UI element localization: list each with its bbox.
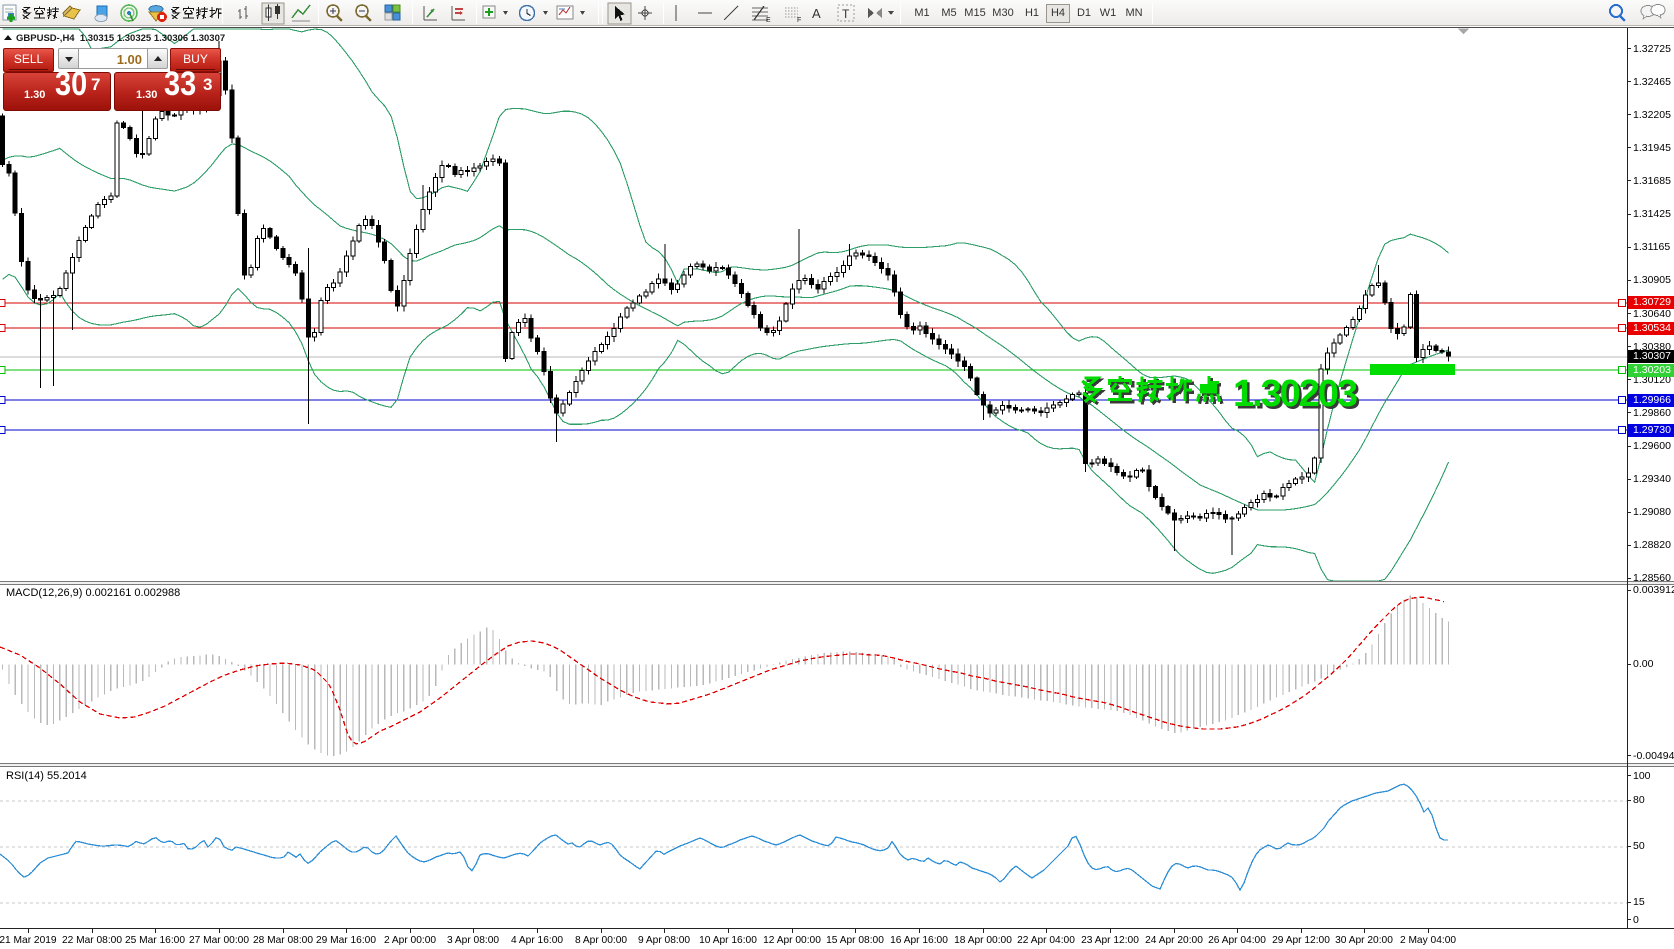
svg-text:1.30203: 1.30203 bbox=[1233, 373, 1358, 415]
svg-text:E: E bbox=[766, 17, 771, 24]
svg-text:T: T bbox=[842, 7, 850, 21]
svg-text:1.30203: 1.30203 bbox=[1236, 376, 1361, 418]
svg-text:A: A bbox=[812, 6, 821, 21]
svg-text:F: F bbox=[797, 17, 801, 24]
